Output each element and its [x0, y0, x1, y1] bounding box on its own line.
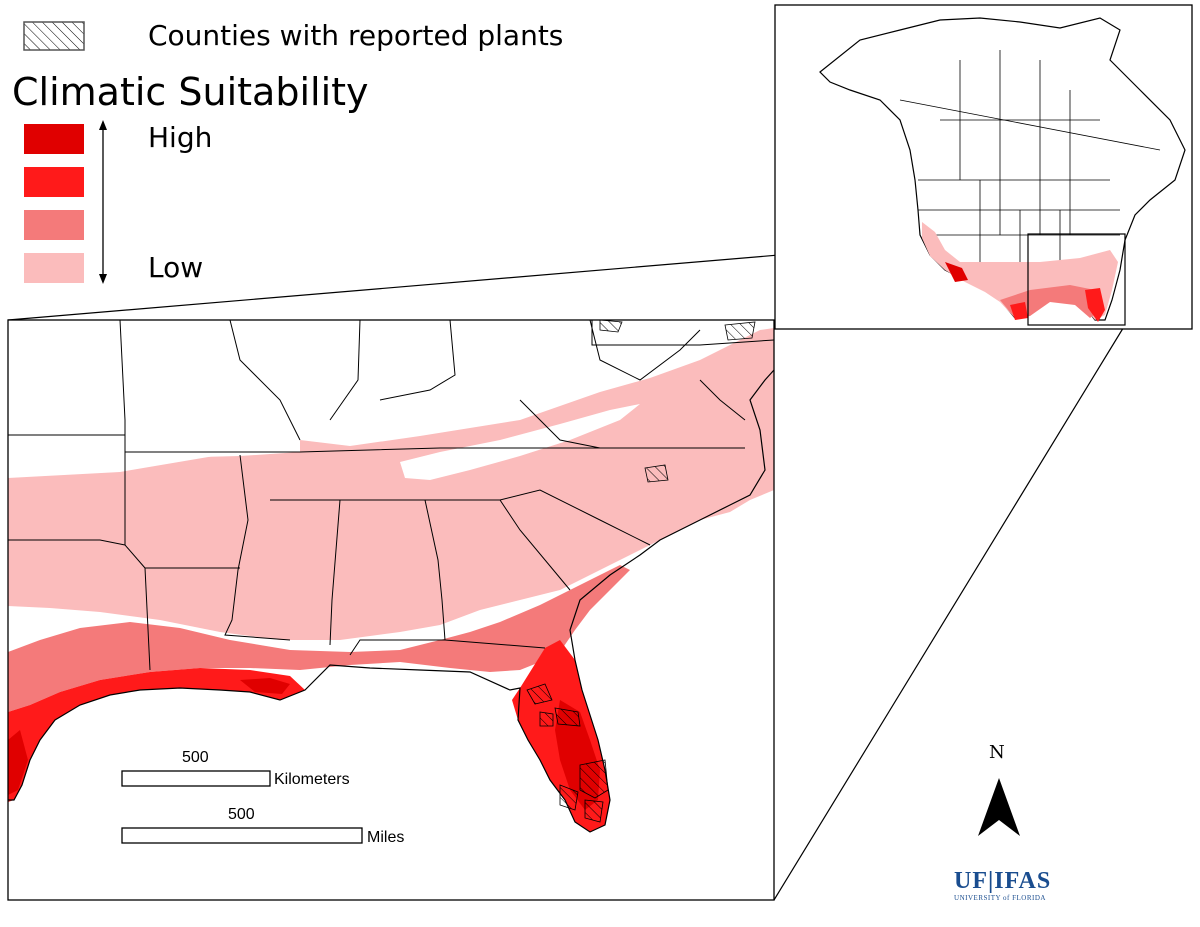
scale-bar-mi	[121, 827, 363, 844]
legend-swatch-mid-high	[24, 167, 84, 197]
inset-map-frame	[774, 4, 1193, 330]
legend-swatch-high	[24, 124, 84, 154]
zone-mid-low	[8, 565, 630, 712]
inset-zoom-box	[1027, 233, 1126, 326]
legend-hatch-swatch	[23, 21, 85, 51]
scale-mi-unit: Miles	[367, 829, 405, 846]
legend-hatch-label: Counties with reported plants	[148, 19, 564, 52]
legend-swatch-low	[24, 253, 84, 283]
main-map	[8, 320, 774, 900]
hatched-counties	[526, 320, 756, 823]
scale-mi-value: 500	[228, 806, 255, 823]
uf-ifas-logo: UF|IFAS UNIVERSITY of FLORIDA	[954, 868, 1052, 902]
scale-bar-km	[121, 770, 271, 787]
north-america-outline	[819, 17, 1186, 321]
north-label: N	[989, 742, 1005, 763]
zone-low	[8, 328, 774, 640]
scale-km-value: 500	[182, 749, 209, 766]
main-map-frame	[7, 319, 775, 901]
state-boundaries	[8, 320, 774, 671]
logo-main-text: UF|IFAS	[954, 868, 1052, 894]
legend-high-label: High	[148, 121, 213, 154]
legend-swatch-mid-low	[24, 210, 84, 240]
scale-km-unit: Kilometers	[274, 771, 350, 788]
zone-high-coast	[8, 668, 305, 802]
legend-low-label: Low	[148, 251, 204, 284]
logo-sub-text: UNIVERSITY of FLORIDA	[954, 894, 1046, 902]
legend-title: Climatic Suitability	[12, 70, 369, 114]
legend-arrow	[99, 120, 107, 284]
north-arrow-icon	[978, 778, 1020, 836]
coastline	[8, 369, 774, 833]
inset-map	[775, 5, 1192, 329]
